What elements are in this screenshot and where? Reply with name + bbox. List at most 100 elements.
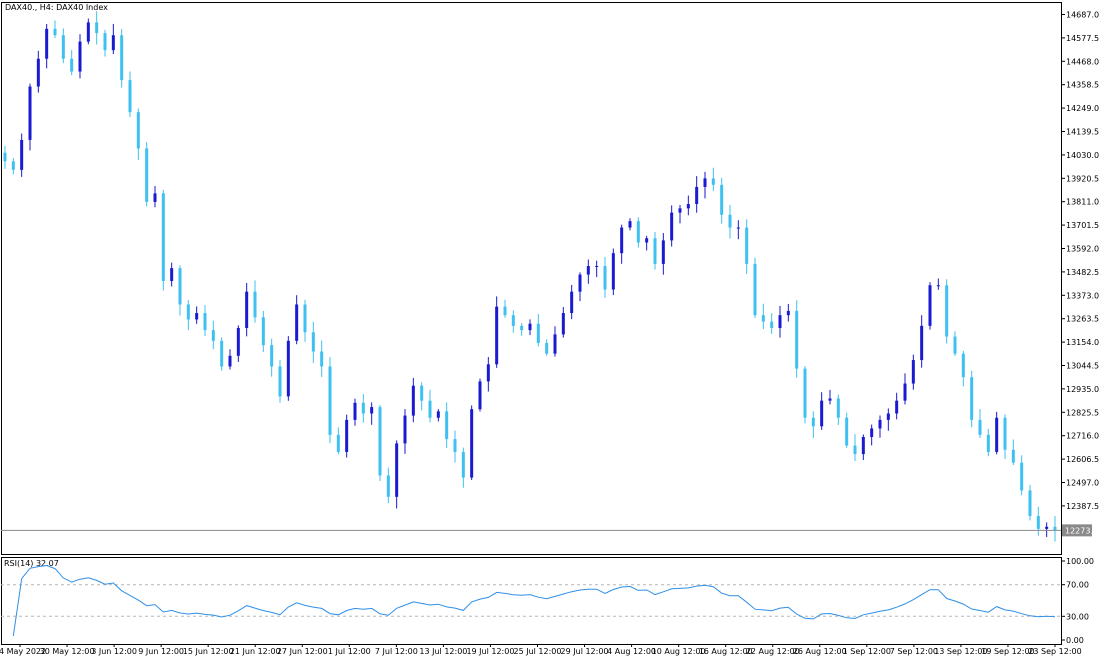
candle-body <box>395 443 399 497</box>
chart-title: DAX40., H4: DAX40 Index <box>5 3 108 12</box>
candle-body <box>11 161 15 170</box>
candle-body <box>36 58 40 87</box>
candle-body <box>753 263 757 316</box>
candle-body <box>811 417 815 427</box>
candle-body <box>28 86 32 140</box>
candle-body <box>820 400 824 427</box>
candle-body <box>103 33 107 51</box>
candle-body <box>1045 526 1049 529</box>
candle-body <box>595 266 599 268</box>
x-tick-label: 13 Sep 12:00 <box>934 647 987 656</box>
candles-group <box>3 11 1057 542</box>
candle-body <box>745 227 749 264</box>
candle-body <box>878 419 882 429</box>
y-tick-label: 14687.0 <box>1066 11 1099 20</box>
candle-body <box>1053 526 1057 531</box>
candle-body <box>670 212 674 241</box>
x-tick-label: 7 Sep 12:00 <box>890 647 938 656</box>
candle-body <box>145 148 149 202</box>
candle-body <box>845 417 849 446</box>
candle-body <box>861 436 865 455</box>
rsi-tick-label: 70.00 <box>1066 581 1089 590</box>
x-tick-label: 21 Jun 12:00 <box>230 647 281 656</box>
candle-body <box>428 400 432 418</box>
candle-body <box>436 411 440 418</box>
current-price-label: 12273.0 <box>1065 526 1098 535</box>
candle-body <box>220 340 224 367</box>
candle-body <box>570 291 574 314</box>
candle-body <box>195 313 199 320</box>
x-tick-label: 22 Aug 12:00 <box>746 647 800 656</box>
x-tick-label: 23 Sep 12:00 <box>1028 647 1081 656</box>
x-tick-label: 25 Jul 12:00 <box>514 647 562 656</box>
y-tick-label: 13592.0 <box>1066 245 1099 254</box>
candle-body <box>628 221 632 228</box>
candle-body <box>928 285 932 326</box>
candle-body <box>636 221 640 243</box>
candle-body <box>695 186 699 205</box>
y-tick-label: 13154.0 <box>1066 338 1099 347</box>
y-tick-label: 12497.0 <box>1066 479 1099 488</box>
candle-body <box>245 291 249 328</box>
candle-body <box>795 310 799 369</box>
y-tick-label: 12606.5 <box>1066 455 1099 464</box>
rsi-chart-frame <box>1 557 1062 645</box>
candle-body <box>761 315 765 322</box>
candle-body <box>53 28 57 36</box>
candle-body <box>378 407 382 476</box>
x-tick-label: 15 Jun 12:00 <box>183 647 234 656</box>
candle-body <box>736 227 740 229</box>
candle-body <box>95 22 99 34</box>
candle-body <box>711 178 715 185</box>
candle-body <box>545 342 549 354</box>
candle-body <box>720 184 724 215</box>
candle-body <box>511 315 515 326</box>
current-price-tag <box>1062 524 1092 537</box>
rsi-tick-label: 0.00 <box>1066 636 1084 645</box>
x-tick-label: 30 May 12:00 <box>40 647 95 656</box>
candle-body <box>203 313 207 331</box>
candle-body <box>1028 490 1032 517</box>
candle-body <box>403 415 407 444</box>
candle-body <box>936 285 940 287</box>
candle-body <box>478 381 482 410</box>
x-tick-label: 3 Jun 12:00 <box>91 647 137 656</box>
y-tick-label: 14030.0 <box>1066 151 1099 160</box>
candle-body <box>995 417 999 452</box>
candle-body <box>986 434 990 452</box>
candle-body <box>236 327 240 356</box>
y-tick-label: 12387.5 <box>1066 502 1099 511</box>
candle-body <box>295 304 299 341</box>
candle-body <box>495 306 499 365</box>
candle-body <box>728 214 732 228</box>
candle-body <box>470 409 474 478</box>
candle-body <box>603 266 607 290</box>
y-tick-label: 12935.0 <box>1066 385 1099 394</box>
candle-body <box>686 204 690 209</box>
candle-body <box>945 285 949 337</box>
y-tick-label: 12825.5 <box>1066 408 1099 417</box>
candle-body <box>345 419 349 452</box>
candle-body <box>3 152 7 162</box>
y-tick-label: 14468.0 <box>1066 57 1099 66</box>
candle-body <box>1036 516 1040 529</box>
candle-body <box>336 434 340 452</box>
candle-body <box>78 41 82 72</box>
y-tick-label: 14139.5 <box>1066 128 1099 137</box>
x-tick-label: 10 Aug 12:00 <box>652 647 706 656</box>
y-tick-label: 13044.5 <box>1066 362 1099 371</box>
y-tick-label: 14249.0 <box>1066 104 1099 113</box>
candle-body <box>303 304 307 333</box>
candle-body <box>86 22 90 42</box>
rsi-tick-label: 100.00 <box>1066 557 1094 566</box>
candle-body <box>128 80 132 113</box>
candle-body <box>611 253 615 290</box>
x-tick-label: 19 Sep 12:00 <box>981 647 1034 656</box>
candle-body <box>870 428 874 437</box>
candle-body <box>411 385 415 416</box>
candle-body <box>286 340 290 397</box>
candle-body <box>770 321 774 328</box>
candle-body <box>653 238 657 264</box>
candle-body <box>586 266 590 275</box>
candle-body <box>1011 449 1015 463</box>
